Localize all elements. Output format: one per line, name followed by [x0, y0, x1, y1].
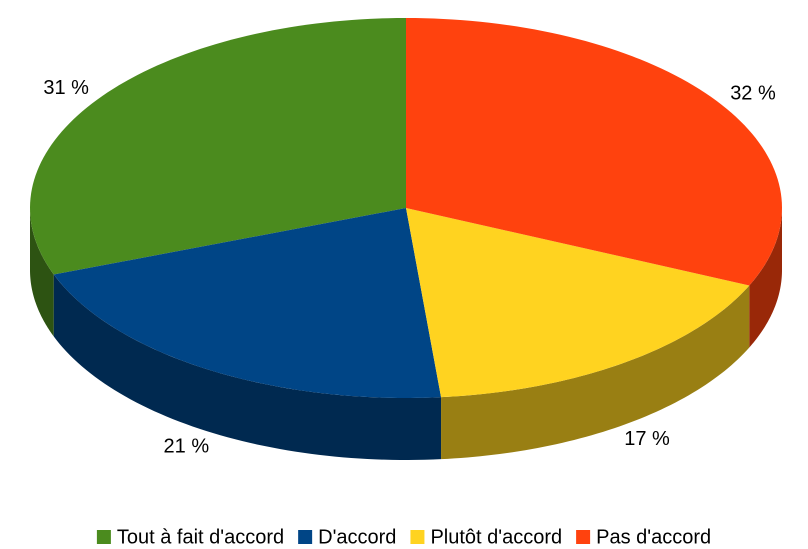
legend-label: D'accord [318, 526, 396, 548]
slice [53, 208, 442, 398]
legend-swatch [410, 530, 425, 544]
slice [406, 208, 750, 398]
legend-swatch [298, 530, 313, 544]
data-label: 31 % [43, 77, 89, 99]
slice-side [30, 208, 54, 337]
data-label: 17 % [624, 428, 670, 450]
slice-side [441, 285, 750, 460]
legend-label: Pas d'accord [596, 526, 711, 548]
data-label: 32 % [730, 83, 776, 105]
legend-label: Plutôt d'accord [430, 526, 562, 548]
slice-side [53, 274, 442, 460]
slice [406, 18, 782, 286]
slice-side [749, 208, 782, 348]
slice [30, 18, 407, 275]
legend-swatch [576, 530, 591, 544]
legend-label: Tout à fait d'accord [117, 526, 284, 548]
legend-swatch [96, 530, 111, 544]
data-label: 21 % [164, 435, 210, 457]
